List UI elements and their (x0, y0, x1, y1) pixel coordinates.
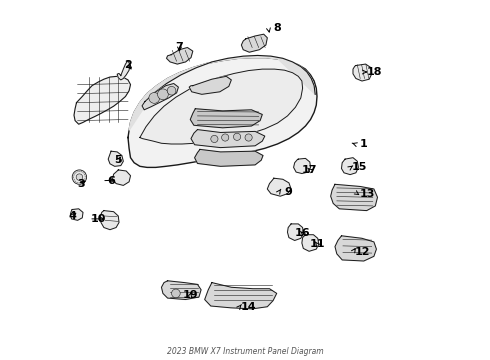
Polygon shape (190, 109, 262, 128)
Polygon shape (129, 55, 315, 130)
Polygon shape (100, 211, 119, 230)
Circle shape (167, 86, 176, 95)
Text: 6: 6 (107, 176, 115, 186)
Polygon shape (113, 170, 130, 185)
Text: 2: 2 (124, 60, 132, 70)
Text: 4: 4 (69, 211, 77, 221)
Circle shape (221, 134, 229, 141)
Polygon shape (71, 209, 83, 220)
Polygon shape (167, 48, 193, 64)
Text: 19: 19 (182, 290, 198, 300)
Text: 12: 12 (354, 247, 370, 257)
Polygon shape (294, 158, 311, 174)
Circle shape (76, 174, 83, 180)
Circle shape (233, 133, 241, 140)
Polygon shape (117, 60, 130, 80)
Circle shape (172, 289, 180, 298)
Text: 15: 15 (352, 162, 367, 172)
Polygon shape (302, 235, 319, 251)
Text: 16: 16 (295, 228, 310, 238)
Circle shape (72, 170, 87, 184)
Text: 3: 3 (77, 179, 85, 189)
Polygon shape (331, 184, 377, 211)
Polygon shape (288, 224, 303, 240)
Polygon shape (205, 283, 277, 309)
Text: 8: 8 (273, 23, 281, 33)
Polygon shape (142, 84, 178, 110)
Text: 13: 13 (360, 189, 375, 199)
Text: 1: 1 (360, 139, 368, 149)
Polygon shape (268, 178, 291, 196)
Text: 2023 BMW X7 Instrument Panel Diagram: 2023 BMW X7 Instrument Panel Diagram (167, 346, 323, 356)
Circle shape (157, 89, 169, 100)
Polygon shape (108, 151, 123, 166)
Circle shape (149, 93, 160, 103)
Text: 5: 5 (115, 155, 122, 165)
Circle shape (211, 135, 218, 143)
Polygon shape (74, 76, 130, 124)
Circle shape (245, 134, 252, 141)
Polygon shape (189, 76, 231, 94)
Polygon shape (195, 149, 263, 166)
Text: 7: 7 (175, 42, 183, 52)
Polygon shape (191, 130, 265, 148)
Text: 17: 17 (302, 165, 318, 175)
Polygon shape (140, 69, 303, 144)
Text: 18: 18 (367, 67, 382, 77)
Polygon shape (242, 34, 268, 52)
Text: 10: 10 (91, 214, 106, 224)
Polygon shape (335, 236, 376, 261)
Text: 9: 9 (284, 186, 292, 197)
Polygon shape (162, 281, 201, 300)
Polygon shape (128, 58, 317, 167)
Text: 11: 11 (309, 239, 325, 249)
Polygon shape (342, 158, 358, 175)
Polygon shape (353, 64, 372, 81)
Text: 14: 14 (241, 302, 256, 312)
